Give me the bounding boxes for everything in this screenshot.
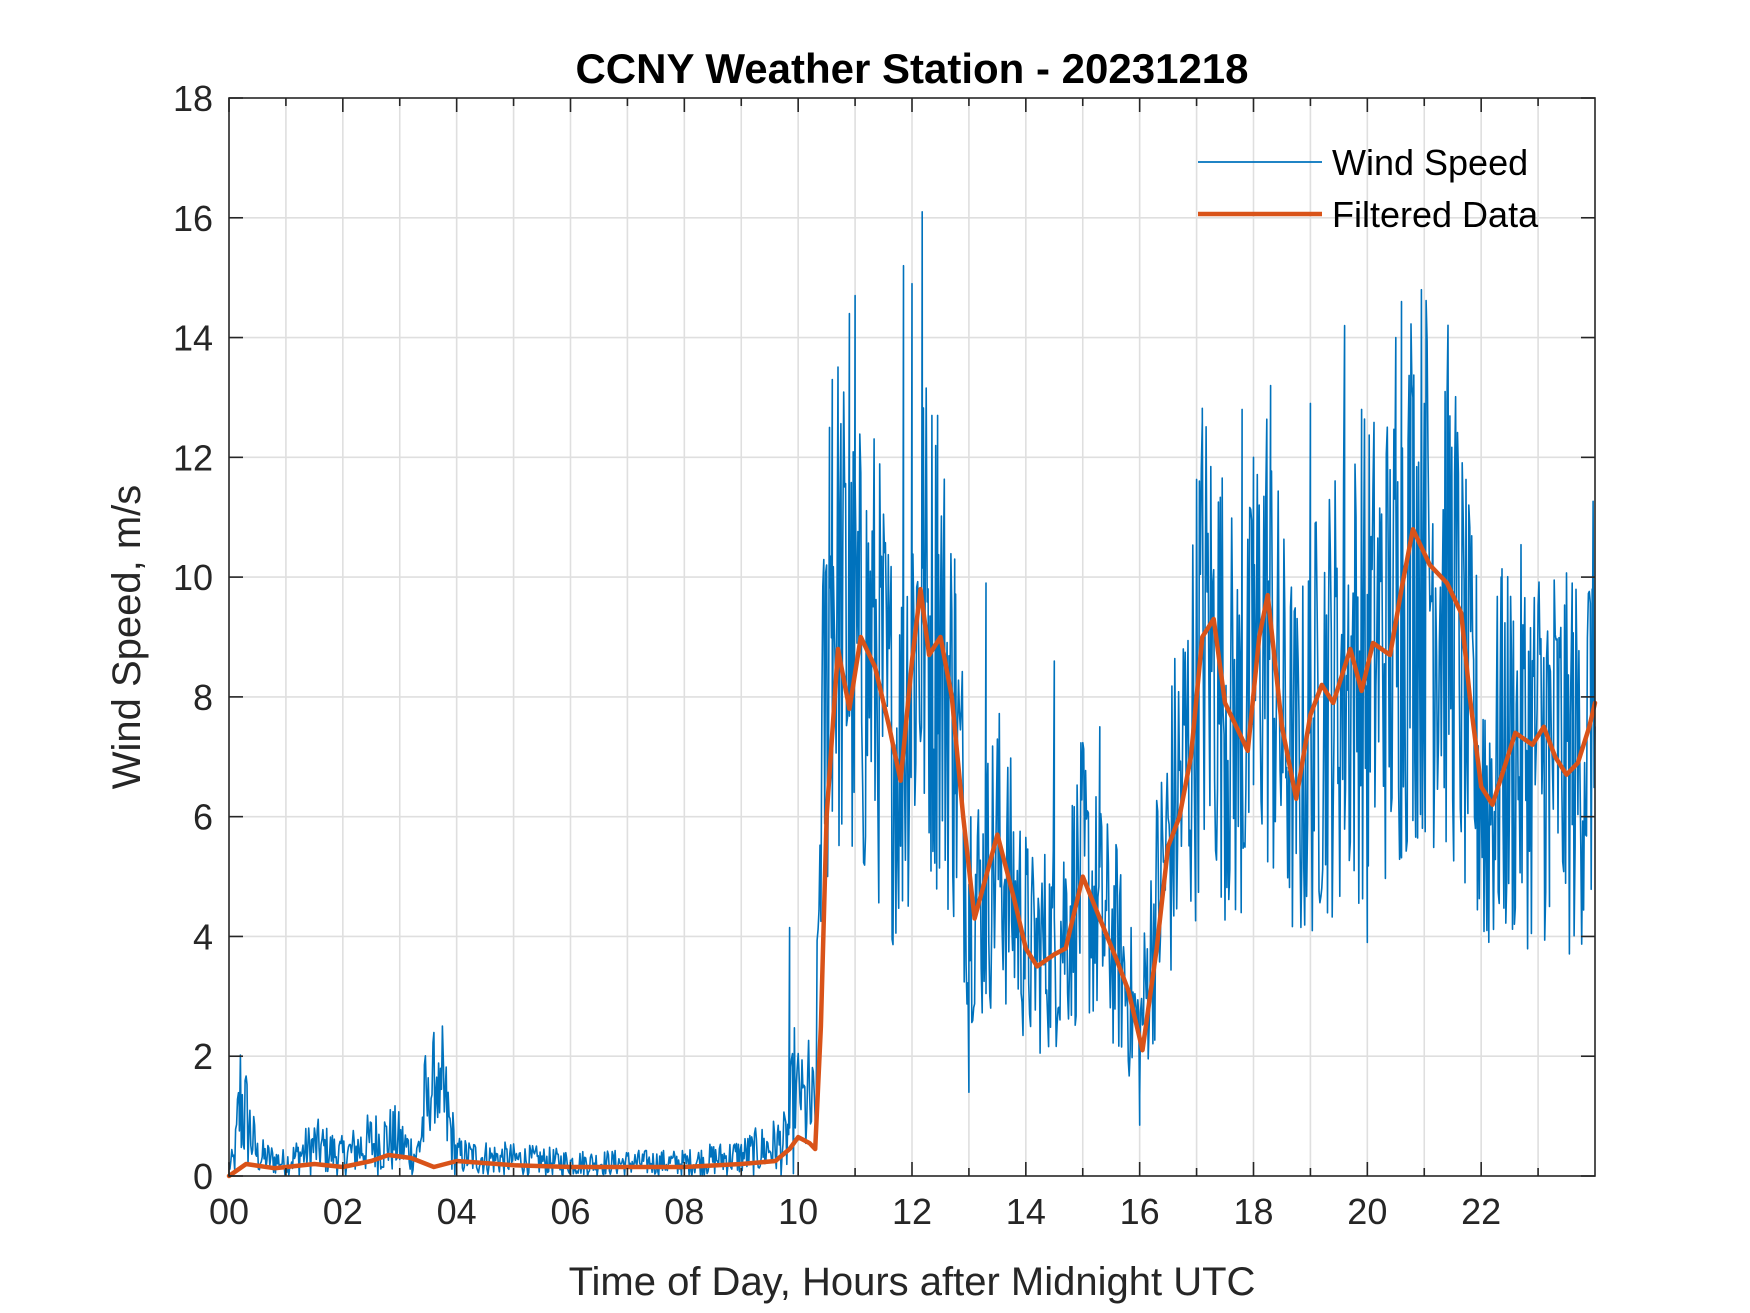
x-tick-label: 00 [209, 1191, 249, 1232]
y-tick-label: 16 [173, 198, 213, 239]
legend-label-filtered-data: Filtered Data [1332, 194, 1539, 235]
x-tick-label: 14 [1006, 1191, 1046, 1232]
x-tick-label: 08 [664, 1191, 704, 1232]
y-tick-label: 0 [193, 1156, 213, 1197]
x-tick-label: 20 [1347, 1191, 1387, 1232]
x-axis-label: Time of Day, Hours after Midnight UTC [569, 1260, 1256, 1304]
series-line-filtered-data [226, 526, 1598, 1179]
series-line-wind-speed [228, 211, 1596, 1177]
y-tick-label: 10 [173, 557, 213, 598]
chart-title: CCNY Weather Station - 20231218 [575, 45, 1248, 92]
ticks [228, 97, 1595, 1177]
legend: Wind Speed Filtered Data [1198, 142, 1539, 235]
x-tick-label: 04 [437, 1191, 477, 1232]
y-tick-label: 8 [193, 677, 213, 718]
x-tick-label: 02 [323, 1191, 363, 1232]
x-tick-label: 06 [550, 1191, 590, 1232]
series-layer [226, 211, 1598, 1179]
y-tick-label: 2 [193, 1036, 213, 1077]
x-tick-label: 22 [1461, 1191, 1501, 1232]
legend-label-wind-speed: Wind Speed [1332, 142, 1528, 183]
x-tick-label: 18 [1233, 1191, 1273, 1232]
y-tick-label: 4 [193, 916, 213, 957]
x-tick-label: 16 [1120, 1191, 1160, 1232]
y-axis-label: Wind Speed, m/s [105, 485, 149, 790]
x-tick-label: 10 [778, 1191, 818, 1232]
y-tick-label: 18 [173, 78, 213, 119]
x-tick-label: 12 [892, 1191, 932, 1232]
y-tick-label: 6 [193, 797, 213, 838]
y-tick-label: 14 [173, 318, 213, 359]
y-tick-label: 12 [173, 437, 213, 478]
